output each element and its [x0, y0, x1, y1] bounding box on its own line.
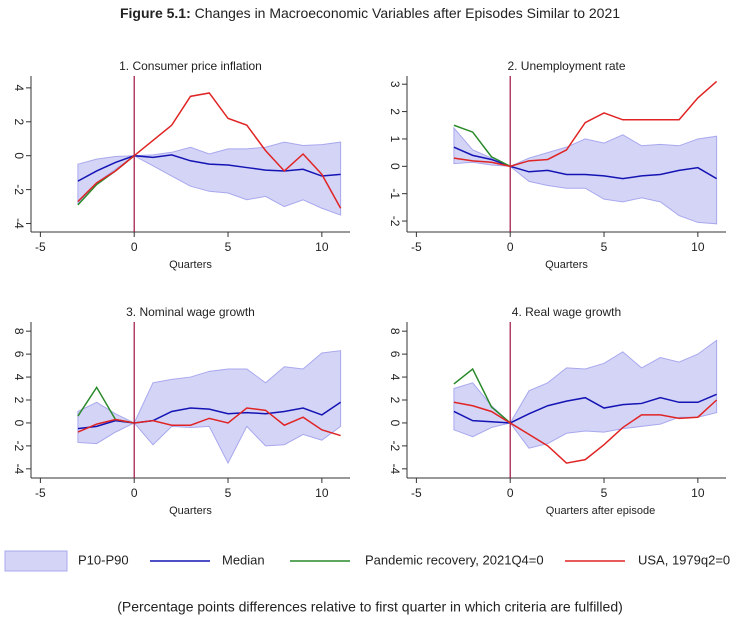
- x-tick-label: -5: [35, 486, 46, 500]
- x-tick-label: 0: [507, 486, 514, 500]
- x-tick-label: 10: [691, 240, 705, 254]
- series-line: [453, 399, 718, 464]
- legend-swatch: [4, 550, 68, 572]
- series-line: [77, 92, 342, 209]
- x-axis-label: Quarters: [169, 259, 212, 271]
- x-tick-label: -5: [411, 486, 422, 500]
- series-line: [453, 80, 718, 168]
- y-tick-label: 2: [12, 397, 26, 404]
- series-line: [453, 146, 717, 180]
- y-tick-label: -2: [388, 441, 402, 452]
- x-tick-label: -5: [411, 240, 422, 254]
- y-tick-label: 6: [12, 351, 26, 358]
- x-tick-label: 0: [507, 240, 514, 254]
- x-tick-label: 10: [315, 486, 329, 500]
- series-line: [453, 367, 511, 424]
- legend-label: USA, 1979q2=0: [638, 552, 730, 567]
- y-tick-label: 0: [12, 152, 26, 159]
- x-axis-label: Quarters after episode: [546, 505, 655, 517]
- y-tick-label: -2: [12, 184, 26, 195]
- panel-title: 3. Nominal wage growth: [126, 305, 255, 319]
- band: [77, 141, 342, 216]
- panel-title: 1. Consumer price inflation: [119, 59, 262, 73]
- panel-title: 4. Real wage growth: [512, 305, 621, 319]
- series-line: [77, 401, 342, 430]
- x-tick-label: 0: [131, 486, 138, 500]
- y-tick-label: -4: [12, 218, 26, 229]
- x-axis-label: Quarters: [169, 505, 212, 517]
- band: [453, 126, 718, 225]
- x-tick-label: 5: [225, 486, 232, 500]
- y-tick-label: 0: [12, 420, 26, 427]
- y-tick-label: 8: [12, 328, 26, 335]
- band: [453, 339, 718, 449]
- series-line: [77, 407, 341, 437]
- band: [77, 350, 342, 465]
- y-tick-label: 4: [12, 374, 26, 381]
- y-tick-label: -2: [12, 441, 26, 452]
- y-tick-label: 4: [12, 85, 26, 92]
- x-tick-label: -5: [35, 240, 46, 254]
- x-tick-label: 0: [131, 240, 138, 254]
- y-tick-label: 4: [388, 374, 402, 381]
- y-tick-label: -4: [12, 463, 26, 474]
- y-tick-label: 2: [388, 108, 402, 115]
- series-line: [453, 393, 717, 424]
- legend-label: P10-P90: [78, 552, 129, 567]
- figure-title-text: Changes in Macroeconomic Variables after…: [195, 5, 621, 21]
- panel-title: 2. Unemployment rate: [507, 59, 625, 73]
- y-tick-label: 3: [388, 81, 402, 88]
- x-tick-label: 5: [601, 486, 608, 500]
- y-tick-label: 2: [12, 118, 26, 125]
- y-tick-label: 0: [388, 420, 402, 427]
- y-tick-label: 0: [388, 163, 402, 170]
- y-tick-label: 6: [388, 351, 402, 358]
- y-tick-label: -2: [388, 216, 402, 227]
- x-axis-label: Quarters: [545, 259, 588, 271]
- figure-note: (Percentage points differences relative …: [117, 599, 623, 615]
- y-tick-label: 8: [388, 328, 402, 335]
- legend-label: Median: [222, 552, 265, 567]
- y-tick-label: -4: [388, 463, 402, 474]
- figure-label: Figure 5.1:: [120, 5, 191, 21]
- y-tick-label: -1: [388, 188, 402, 199]
- figure-title: Figure 5.1: Changes in Macroeconomic Var…: [120, 5, 620, 21]
- x-tick-label: 5: [225, 240, 232, 254]
- legend-label: Pandemic recovery, 2021Q4=0: [365, 552, 544, 567]
- x-tick-label: 10: [315, 240, 329, 254]
- y-tick-label: 2: [388, 397, 402, 404]
- x-tick-label: 10: [691, 486, 705, 500]
- x-tick-label: 5: [601, 240, 608, 254]
- y-tick-label: 1: [388, 136, 402, 143]
- series-line: [77, 154, 341, 182]
- series-line: [453, 124, 511, 167]
